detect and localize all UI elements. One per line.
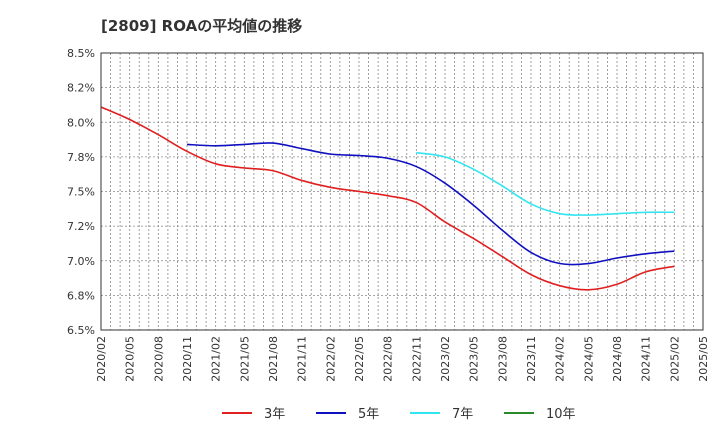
x-tick-label: 2024/08 xyxy=(611,336,624,382)
x-tick-label: 2024/11 xyxy=(640,336,653,382)
y-tick-label: 8.2% xyxy=(67,82,95,95)
x-axis: 2020/02 2020/05 2020/08 2020/11 2021/02 2021/… xyxy=(95,336,710,382)
legend-label-3: 7年 xyxy=(452,407,473,422)
x-tick-label: 2020/08 xyxy=(152,336,165,382)
y-tick-label: 7.2% xyxy=(67,220,95,233)
series-lines xyxy=(100,106,675,291)
x-tick-label: 2020/11 xyxy=(181,336,194,382)
legend-label-1: 3年 xyxy=(264,407,285,422)
x-tick-label: 2023/08 xyxy=(496,336,509,382)
legend: 3年 5年 7年 10年 xyxy=(222,407,576,422)
chart-title: [2809] ROAの平均値の推移 xyxy=(101,17,302,35)
series-line-1 xyxy=(100,106,675,291)
x-tick-label: 2021/05 xyxy=(238,336,251,382)
x-tick-label: 2022/11 xyxy=(410,336,423,382)
legend-label-2: 5年 xyxy=(358,407,379,422)
y-tick-label: 7.8% xyxy=(67,151,95,164)
y-tick-label: 6.5% xyxy=(67,324,95,337)
x-tick-label: 2023/02 xyxy=(439,336,452,382)
series-line-2 xyxy=(186,142,675,266)
y-tick-label: 7.5% xyxy=(67,186,95,199)
y-tick-label: 7.0% xyxy=(67,255,95,268)
series-line-3 xyxy=(416,151,675,216)
x-tick-label: 2022/02 xyxy=(324,336,337,382)
x-tick-label: 2024/05 xyxy=(582,336,595,382)
x-tick-label: 2021/08 xyxy=(267,336,280,382)
x-tick-label: 2024/02 xyxy=(554,336,567,382)
x-tick-label: 2020/02 xyxy=(95,336,108,382)
x-tick-label: 2021/02 xyxy=(210,336,223,382)
x-tick-label: 2021/11 xyxy=(296,336,309,382)
x-tick-label: 2025/05 xyxy=(697,336,710,382)
x-tick-label: 2022/05 xyxy=(353,336,366,382)
y-tick-label: 6.8% xyxy=(67,289,95,302)
y-axis: 6.5% 6.8% 7.0% 7.2% 7.5% 7.8% 8.0% 8.2% 8.5% xyxy=(67,47,95,337)
x-tick-label: 2025/02 xyxy=(668,336,681,382)
legend-label-4: 10年 xyxy=(546,407,576,422)
x-tick-label: 2023/05 xyxy=(468,336,481,382)
y-tick-label: 8.0% xyxy=(67,116,95,129)
x-tick-label: 2023/11 xyxy=(525,336,538,382)
x-tick-label: 2022/08 xyxy=(382,336,395,382)
grid xyxy=(101,53,703,330)
y-tick-label: 8.5% xyxy=(67,47,95,60)
x-tick-label: 2020/05 xyxy=(124,336,137,382)
plot-frame xyxy=(100,52,704,331)
